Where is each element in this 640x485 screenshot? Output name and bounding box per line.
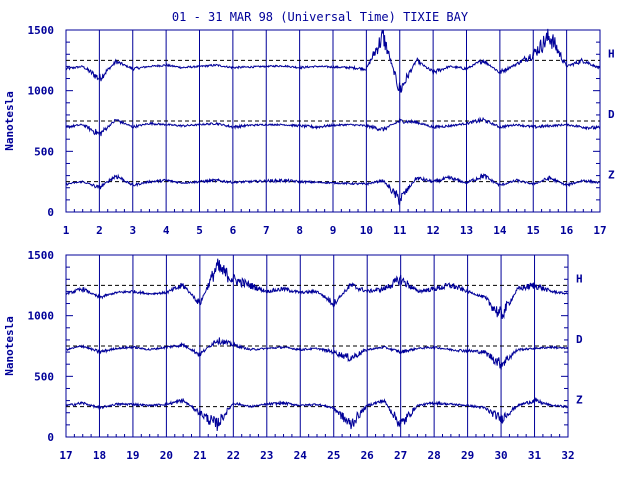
x-tick-label: 11 [393,224,407,237]
x-tick-label: 1 [63,224,70,237]
series-line-d [65,116,601,137]
component-label-d: D [608,108,615,121]
x-tick-label: 3 [129,224,136,237]
x-tick-label: 30 [494,449,507,462]
x-tick-label: 17 [593,224,606,237]
component-label-d: D [576,333,583,346]
component-label-z: Z [576,394,583,407]
y-tick-label: 0 [47,206,54,219]
y-axis-title: Nanotesla [3,91,16,151]
x-tick-label: 23 [260,449,273,462]
x-tick-label: 32 [561,449,574,462]
x-tick-label: 15 [527,224,540,237]
series-line-h [65,28,601,93]
x-tick-label: 16 [560,224,574,237]
x-tick-label: 25 [327,449,340,462]
y-tick-label: 0 [47,431,54,444]
x-tick-label: 12 [427,224,440,237]
x-tick-label: 17 [59,449,72,462]
chart-title: 01 - 31 MAR 98 (Universal Time) TIXIE BA… [172,10,469,24]
component-label-h: H [576,272,583,285]
component-label-h: H [608,47,615,60]
x-tick-label: 31 [528,449,542,462]
x-tick-label: 2 [96,224,103,237]
series-line-z [65,173,600,207]
component-label-z: Z [608,169,615,182]
chart-panel-2: 17 18 19 20 21 22 23 24 25 26 27 28 29 30 31 32 0 500 1000… [3,249,583,462]
y-tick-label: 1000 [28,310,55,323]
x-tick-label: 19 [126,449,139,462]
x-tick-label: 22 [227,449,240,462]
series-line-h [65,258,569,320]
series-line-d [65,337,569,371]
x-tick-label: 27 [394,449,407,462]
y-tick-label: 500 [34,145,54,158]
x-tick-label: 8 [296,224,303,237]
x-tick-label: 4 [163,224,170,237]
series-line-z [66,396,569,432]
x-tick-label: 13 [460,224,473,237]
y-axis-title: Nanotesla [3,316,16,376]
y-tick-label: 1000 [28,85,55,98]
x-tick-label: 24 [294,449,308,462]
x-tick-label: 21 [193,449,207,462]
x-tick-label: 7 [263,224,270,237]
x-tick-label: 6 [230,224,237,237]
x-tick-label: 20 [160,449,173,462]
x-tick-label: 26 [361,449,375,462]
chart-panel-1: 1 2 3 4 5 6 7 8 9 10 11 12 13 14 15 16 17050010001500Nan… [3,24,615,237]
x-tick-label: 18 [93,449,106,462]
x-tick-label: 10 [360,224,373,237]
x-tick-label: 14 [493,224,507,237]
x-tick-label: 5 [196,224,203,237]
y-tick-label: 500 [34,370,54,383]
x-tick-label: 29 [461,449,474,462]
y-tick-label: 1500 [28,249,55,262]
y-tick-label: 1500 [28,24,55,37]
x-tick-label: 9 [330,224,337,237]
x-tick-label: 28 [428,449,441,462]
plot-frame [65,254,569,438]
